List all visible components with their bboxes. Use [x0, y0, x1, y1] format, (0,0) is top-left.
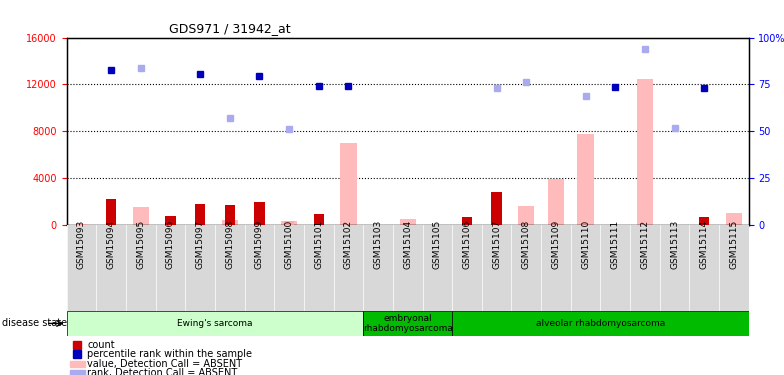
Bar	[548, 179, 564, 225]
Bar	[363, 311, 452, 336]
Bar	[578, 134, 593, 225]
Bar	[224, 205, 235, 225]
Text: rank, Detection Call = ABSENT: rank, Detection Call = ABSENT	[87, 368, 238, 375]
Bar	[492, 192, 502, 225]
Bar	[281, 222, 297, 225]
Bar	[462, 217, 472, 225]
Text: disease state: disease state	[2, 318, 67, 328]
Bar	[165, 216, 176, 225]
Text: embryonal
rhabdomyosarcoma: embryonal rhabdomyosarcoma	[363, 314, 452, 333]
Bar	[637, 78, 653, 225]
Text: value, Detection Call = ABSENT: value, Detection Call = ABSENT	[87, 359, 242, 369]
Bar	[699, 217, 710, 225]
Bar	[400, 219, 416, 225]
Bar	[340, 143, 357, 225]
Text: alveolar rhabdomyosarcoma: alveolar rhabdomyosarcoma	[535, 319, 665, 328]
Bar	[254, 202, 264, 225]
Bar	[70, 361, 85, 367]
Bar	[284, 222, 294, 225]
Bar	[222, 220, 238, 225]
Text: Ewing's sarcoma: Ewing's sarcoma	[177, 319, 252, 328]
Bar	[70, 370, 85, 375]
Bar	[67, 311, 363, 336]
Bar	[726, 213, 742, 225]
Bar	[452, 311, 749, 336]
Bar	[314, 214, 324, 225]
Text: percentile rank within the sample: percentile rank within the sample	[87, 350, 252, 359]
Bar	[195, 204, 205, 225]
Bar	[76, 224, 87, 225]
Bar	[518, 206, 535, 225]
Bar	[106, 199, 116, 225]
Text: GDS971 / 31942_at: GDS971 / 31942_at	[169, 22, 291, 35]
Text: count: count	[87, 340, 114, 350]
Bar	[132, 207, 149, 225]
